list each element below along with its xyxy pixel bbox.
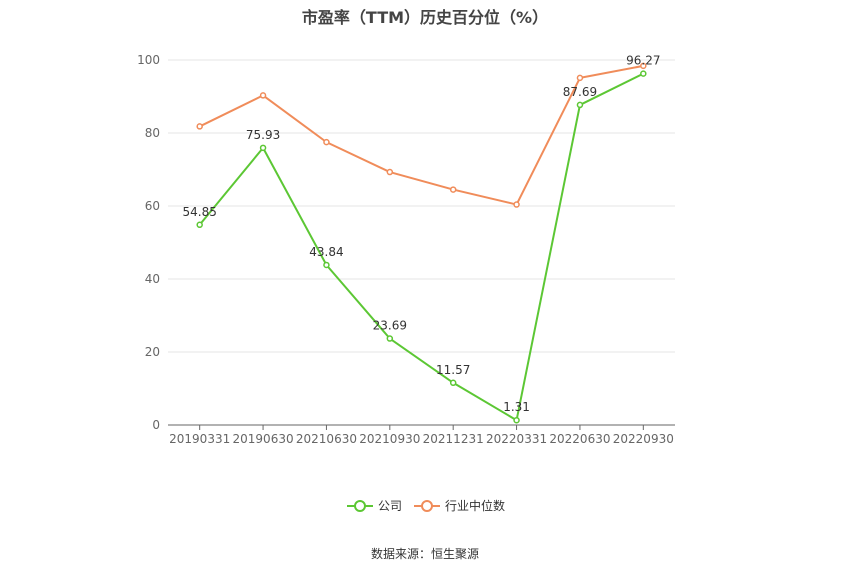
data-label: 43.84 — [309, 245, 343, 259]
data-point — [576, 101, 584, 109]
data-point — [640, 62, 647, 70]
source-note: 数据来源：恒生聚源 — [370, 547, 479, 561]
data-point — [513, 201, 520, 208]
data-label: 54.85 — [183, 205, 217, 219]
data-label: 87.69 — [563, 85, 597, 99]
data-point — [513, 416, 520, 424]
y-tick-label: 80 — [145, 126, 160, 140]
data-point — [640, 70, 647, 77]
series-line-0 — [198, 72, 644, 422]
data-point — [386, 168, 394, 176]
data-point — [259, 144, 267, 152]
y-tick-label: 40 — [145, 272, 160, 286]
series-line-1 — [199, 64, 644, 206]
data-point — [196, 123, 203, 130]
x-tick-label: 20190630 — [233, 432, 294, 446]
legend: 公司 行业中位数 — [347, 498, 505, 513]
data-point — [259, 92, 267, 99]
legend-swatch-marker — [354, 500, 366, 512]
x-tick-label: 20220930 — [613, 432, 674, 446]
chart-title: 市盈率（TTM）历史百分位（%） — [301, 8, 549, 27]
y-tick-label: 100 — [137, 53, 160, 67]
x-tick-label: 20220331 — [486, 432, 547, 446]
data-label: 23.69 — [373, 319, 407, 333]
legend-item-label: 行业中位数 — [445, 498, 505, 513]
data-label: 96.27 — [626, 54, 660, 68]
data-point — [386, 335, 394, 342]
grid-lines — [168, 59, 675, 353]
y-tick-label: 60 — [145, 199, 160, 213]
series-group — [196, 62, 647, 424]
x-tick-label: 20190331 — [169, 432, 230, 446]
data-point — [449, 379, 457, 387]
data-point — [576, 74, 584, 82]
data-point — [449, 186, 457, 193]
y-tick-label: 20 — [145, 345, 160, 359]
data-label: 11.57 — [436, 363, 470, 377]
data-point — [196, 221, 203, 229]
x-tick-label: 20210930 — [359, 432, 420, 446]
x-tick-label: 20211231 — [423, 432, 484, 446]
y-tick-label: 0 — [152, 418, 160, 432]
legend-swatch-marker — [421, 500, 433, 512]
data-point — [323, 138, 330, 146]
x-tick-label: 20220630 — [549, 432, 610, 446]
data-label: 1.31 — [503, 400, 530, 414]
legend-item-label: 公司 — [378, 499, 402, 513]
data-labels: 54.85 75.93 43.84 23.69 11.57 1.31 87.69 96.27 — [183, 54, 661, 415]
x-tick-label: 20210630 — [296, 432, 357, 446]
data-label: 75.93 — [246, 128, 280, 142]
data-point — [323, 261, 330, 269]
